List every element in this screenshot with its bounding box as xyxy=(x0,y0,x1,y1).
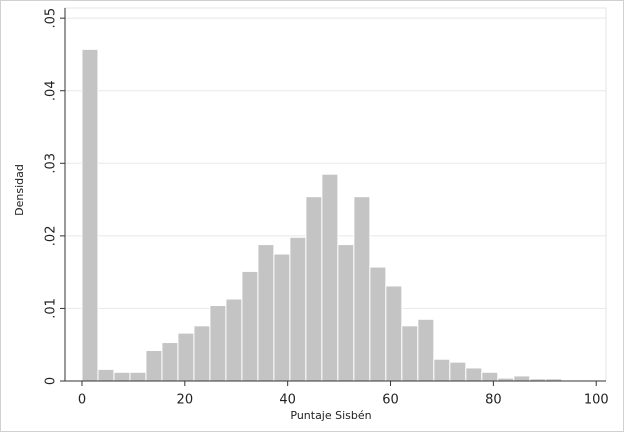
y-tick-label: .04 xyxy=(44,80,59,101)
bar xyxy=(465,367,483,382)
x-axis-title: Puntaje Sisbén xyxy=(290,409,371,422)
x-tick-label: 20 xyxy=(177,393,194,408)
bar xyxy=(177,332,195,382)
bar xyxy=(385,285,403,382)
y-tick-label: .01 xyxy=(44,298,59,319)
bar xyxy=(129,371,147,382)
bar xyxy=(273,253,291,382)
bar xyxy=(369,266,387,382)
bar xyxy=(145,350,163,382)
y-tick-label: .05 xyxy=(44,8,59,29)
bar xyxy=(81,48,99,382)
x-tick-label: 80 xyxy=(485,393,502,408)
bar xyxy=(225,298,243,382)
bar xyxy=(321,173,339,382)
bar xyxy=(113,371,131,382)
bar xyxy=(209,305,227,382)
bar xyxy=(305,196,323,382)
bar xyxy=(401,325,419,382)
bar xyxy=(513,375,531,382)
bar xyxy=(193,325,211,382)
x-tick-label: 100 xyxy=(584,393,609,408)
bar xyxy=(433,358,451,382)
x-tick-label: 60 xyxy=(382,393,399,408)
bar xyxy=(161,342,179,382)
x-tick-label: 40 xyxy=(279,393,296,408)
bar xyxy=(449,361,467,382)
y-tick-label: 0 xyxy=(44,377,59,385)
bar xyxy=(337,244,355,382)
y-tick-label: .03 xyxy=(44,153,59,174)
x-tick-label: 0 xyxy=(78,393,86,408)
bar xyxy=(97,368,115,382)
bar xyxy=(257,244,275,382)
bar xyxy=(481,371,499,382)
bar xyxy=(417,318,435,382)
bar xyxy=(241,270,259,382)
y-axis-title: Densidad xyxy=(13,164,26,216)
y-tick-label: .02 xyxy=(44,226,59,247)
bar xyxy=(289,236,307,382)
bar xyxy=(353,196,371,382)
